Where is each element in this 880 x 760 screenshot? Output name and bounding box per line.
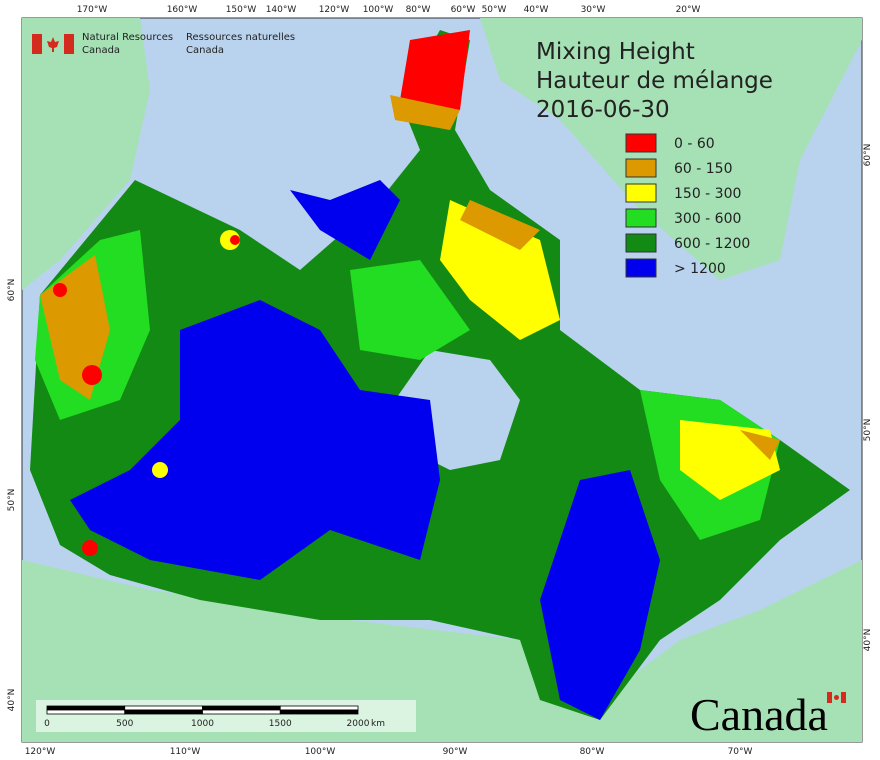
canada-wordmark: Canada [690,689,846,740]
zone-150-300-baffin [440,200,560,340]
agency-en: Canada [82,45,120,56]
legend-swatch [625,158,657,178]
legend-swatch [625,258,657,278]
legend-label: > 1200 [674,261,726,277]
flag-bar [64,34,74,54]
agency-fr: Ressources naturelles [186,32,295,43]
zone-300-600-nunavut [350,260,470,360]
greenland [480,18,862,280]
graticule-top: 100°W [363,5,394,15]
scale-bar: 0 500 1000 1500 2000 km [36,700,416,732]
legend-swatch [625,183,657,203]
agency-en: Natural Resources [82,32,173,43]
scale-label: 0 [44,719,50,729]
legend-label: 0 - 60 [674,136,715,152]
graticule-top: 60°W [451,5,476,15]
legend-swatch [625,208,657,228]
graticule-top: 170°W [77,5,108,15]
graticule-top: 160°W [167,5,198,15]
scale-segment [124,709,203,715]
graticule-left: 60°N [7,279,17,302]
scale-label: 1000 [191,719,214,729]
scale-segment [46,709,126,715]
zone-150-300 [152,462,168,478]
graticule-left: 50°N [7,489,17,512]
graticule-top: 120°W [319,5,350,15]
scale-label: 2000 [347,719,370,729]
graticule-right: 50°N [863,419,873,442]
legend-swatch [625,133,657,153]
graticule-bottom: 120°W [25,747,56,757]
legend-swatch [625,233,657,253]
graticule-right: 60°N [863,144,873,167]
scale-segment [279,709,359,715]
legend-label: 600 - 1200 [674,236,750,252]
graticule-top: 50°W [482,5,507,15]
zone-over-1200-arctic [290,180,400,260]
zone-0-60 [53,283,67,297]
graticule-top: 20°W [676,5,701,15]
united-states [22,560,862,742]
graticule-left: 40°N [7,689,17,712]
zone-60-150-ellesmere [390,95,460,130]
graticule-top: 30°W [581,5,606,15]
zone-0-60 [82,540,98,556]
graticule-top: 40°W [524,5,549,15]
date: 2016-06-30 [536,97,670,123]
flag-bar [841,692,846,703]
scale-segment [202,705,281,711]
graticule-bottom: 80°W [580,747,605,757]
legend-label: 300 - 600 [674,211,741,227]
map-body [21,17,863,743]
maple-leaf [47,37,59,52]
graticule-labels: 170°W 160°W 150°W 140°W 120°W 100°W 80°W 60°W 50… [7,5,873,757]
graticule-bottom: 70°W [728,747,753,757]
scale-unit: km [371,719,385,729]
legend-label: 150 - 300 [674,186,741,202]
zone-over-1200-ontario-quebec [540,470,660,720]
scale-segment [124,705,203,711]
flag-bar [32,34,42,54]
title-block: Mixing Height Hauteur de mélange 2016-06… [536,39,773,123]
title: Hauteur de mélange [536,68,773,94]
maple-leaf [834,695,839,700]
legend-label: 60 - 150 [674,161,733,177]
scale-background [36,700,416,732]
scale-segment [46,705,126,711]
zone-0-60-ellesmere [400,30,470,110]
zone-0-60 [82,365,102,385]
legend: 0 - 60 60 - 150 150 - 300 300 - 600 600 - 12… [625,133,750,278]
graticule-bottom: 90°W [443,747,468,757]
graticule-bottom: 110°W [170,747,201,757]
agency-signature: Natural Resources Canada Ressources natu… [32,32,295,56]
alaska [22,18,150,290]
flag-bar [827,692,832,703]
graticule-top: 140°W [266,5,297,15]
scale-segment [279,705,359,711]
zone-over-1200-prairies [70,300,440,580]
zone-60-150-baffin [460,200,540,250]
graticule-right: 40°N [863,629,873,652]
scale-segment [202,709,281,715]
graticule-top: 150°W [226,5,257,15]
scale-label: 1500 [269,719,292,729]
zone-60-150-labrador [740,430,780,460]
wordmark: Canada [690,689,828,740]
agency-fr: Canada [186,45,224,56]
scale-label: 500 [116,719,133,729]
graticule-bottom: 100°W [305,747,336,757]
graticule-top: 80°W [406,5,431,15]
title: Mixing Height [536,39,695,65]
zone-0-60 [230,235,240,245]
